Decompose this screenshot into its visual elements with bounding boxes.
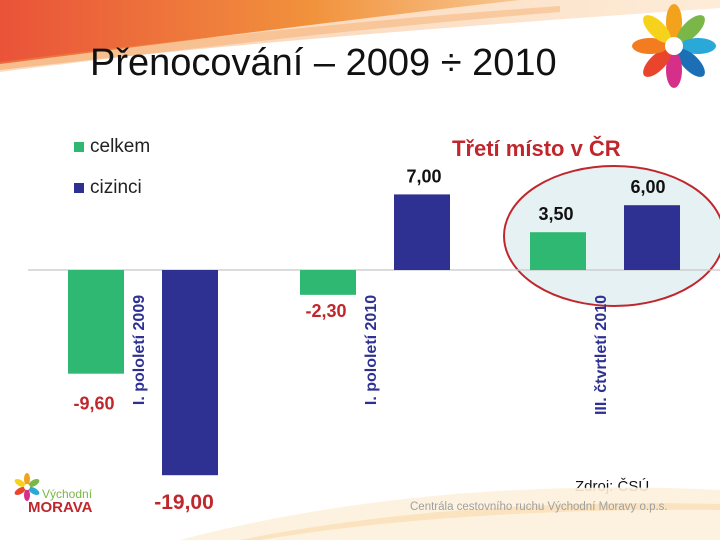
value-label-cizinci-1: -19,00 [154, 491, 214, 514]
footer-logo-flower-icon [14, 473, 40, 501]
bar-celkem-2 [300, 270, 356, 295]
slide-title: Přenocování – 2009 ÷ 2010 [90, 42, 557, 84]
header-swoosh [0, 0, 720, 72]
legend-label-celkem: celkem [90, 136, 151, 157]
bar-celkem-3 [530, 232, 586, 270]
legend-item-celkem: celkem [74, 136, 150, 158]
footer-logo-text-bottom: MORAVA [28, 499, 93, 516]
value-label-celkem-1: -9,60 [73, 394, 114, 414]
footer-logo-text-top: Východní [42, 487, 93, 501]
flower-logo-icon [632, 4, 716, 88]
category-label-3: III. čtvrtletí 2010 [593, 295, 610, 415]
highlight-ellipse [503, 165, 720, 307]
footer-organization: Centrála cestovního ruchu Východní Morav… [410, 501, 668, 513]
bar-cizinci-3 [624, 205, 680, 270]
footer-swoosh [180, 487, 720, 540]
category-label-1: I. pololetí 2009 [131, 295, 148, 405]
value-label-cizinci-3: 6,00 [630, 177, 665, 197]
bar-cizinci-2 [394, 194, 450, 270]
legend-swatch-cizinci [74, 183, 84, 193]
bar-celkem-1 [68, 270, 124, 374]
value-label-cizinci-2: 7,00 [406, 166, 441, 186]
category-label-2: I. pololetí 2010 [363, 295, 380, 405]
value-label-celkem-3: 3,50 [538, 204, 573, 224]
legend-swatch-celkem [74, 142, 84, 152]
legend-item-cizinci: cizinci [74, 177, 142, 199]
value-label-celkem-2: -2,30 [305, 301, 346, 321]
bar-cizinci-1 [162, 270, 218, 476]
legend-label-cizinci: cizinci [90, 177, 142, 198]
highlight-headline: Třetí místo v ČR [452, 136, 621, 161]
